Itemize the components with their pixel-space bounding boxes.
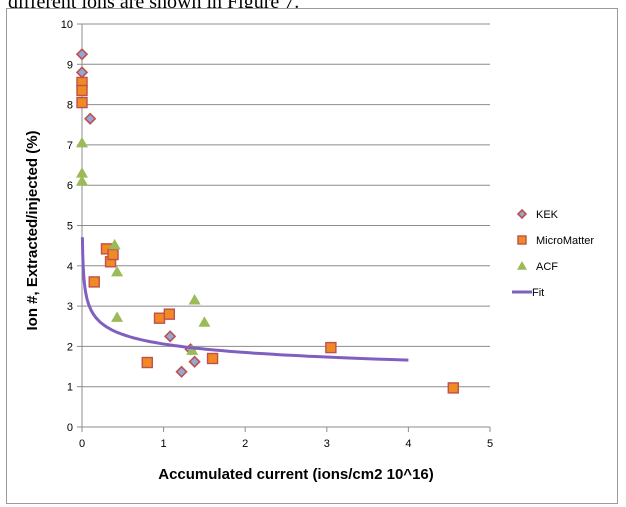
series-acf	[76, 136, 211, 355]
data-point-micromatter	[206, 352, 219, 365]
y-tick-label: 8	[67, 100, 73, 112]
y-tick-label: 2	[67, 341, 73, 353]
series-fit-line	[80, 237, 409, 362]
legend-swatch	[516, 208, 528, 220]
data-point-acf	[76, 175, 88, 186]
y-tick-label: 0	[67, 422, 73, 434]
legend-item-kek: KEK	[516, 208, 559, 221]
y-tick-label: 1	[67, 382, 73, 394]
legend-item-micromatter: MicroMatter	[517, 235, 594, 247]
data-point-micromatter	[107, 248, 119, 261]
data-point-kek	[84, 112, 97, 125]
series-micromatter	[76, 76, 459, 394]
data-point-micromatter	[88, 276, 100, 288]
data-point-micromatter	[163, 308, 176, 320]
y-tick-label: 5	[67, 221, 73, 233]
x-tick-label: 3	[324, 438, 330, 450]
data-point-acf	[198, 316, 211, 327]
data-point-acf	[188, 294, 201, 305]
scatter-chart: 0 1 2 3 4 5 6 7 8 9 10 0 1 2 3 4 5 Accumulated current …	[24, 19, 594, 483]
x-tick-label: 5	[487, 438, 493, 450]
y-tick-label: 3	[67, 301, 73, 313]
legend-swatch	[517, 261, 527, 270]
data-point-kek	[188, 355, 201, 368]
data-point-micromatter	[153, 312, 166, 324]
data-point-kek	[75, 48, 89, 61]
data-point-micromatter	[447, 382, 459, 394]
legend-label: Fit	[532, 287, 544, 299]
data-point-acf	[111, 265, 124, 277]
chart-frame: 0 1 2 3 4 5 6 7 8 9 10 0 1 2 3 4 5 Accumulated current …	[6, 8, 618, 504]
y-axis-title: Ion #, Extracted/injected (%)	[24, 130, 41, 330]
data-point-acf	[76, 136, 88, 148]
data-point-micromatter	[325, 341, 337, 354]
data-point-acf	[111, 311, 124, 322]
legend-label: MicroMatter	[536, 235, 594, 247]
data-point-micromatter	[141, 356, 153, 369]
data-point-micromatter	[76, 96, 88, 109]
x-tick-labels: 0 1 2 3 4 5	[79, 438, 493, 450]
data-point-micromatter	[76, 84, 88, 97]
data-point-acf	[76, 167, 88, 178]
x-axis-title: Accumulated current (ions/cm2 10^16)	[158, 466, 434, 483]
legend-swatch	[517, 235, 527, 245]
data-point-acf	[186, 344, 199, 355]
legend-item-acf: ACF	[517, 261, 558, 273]
data-point-kek	[163, 330, 177, 343]
x-tick-label: 0	[79, 438, 85, 450]
x-tick-label: 2	[242, 438, 248, 450]
data-point-kek	[175, 365, 188, 378]
y-tick-label: 4	[67, 261, 73, 273]
x-tick-label: 4	[405, 438, 411, 450]
legend-item-fit: Fit	[512, 287, 544, 299]
legend-label: KEK	[536, 209, 559, 221]
series-layer	[75, 48, 459, 394]
legend-label: ACF	[536, 261, 558, 273]
y-tick-label: 9	[67, 59, 73, 71]
y-tick-label: 10	[61, 19, 73, 31]
x-tick-label: 1	[161, 438, 167, 450]
y-tick-label: 7	[67, 140, 73, 152]
y-tick-label: 6	[67, 180, 73, 192]
data-point-acf	[108, 238, 121, 250]
legend: KEK MicroMatter ACF Fit	[512, 208, 594, 299]
y-tick-labels: 0 1 2 3 4 5 6 7 8 9 10	[61, 19, 73, 434]
